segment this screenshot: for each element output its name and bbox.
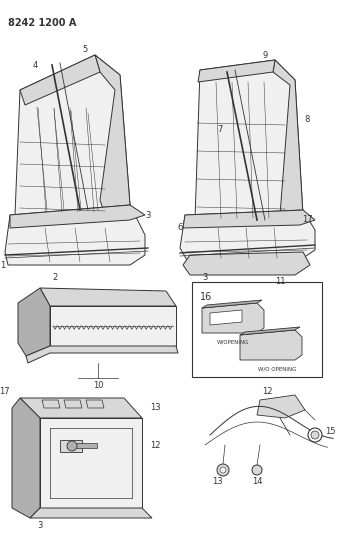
Bar: [192, 282, 322, 377]
Circle shape: [217, 464, 229, 476]
Polygon shape: [67, 443, 97, 448]
Text: 16: 16: [200, 292, 212, 302]
Polygon shape: [20, 55, 100, 105]
Text: 9: 9: [262, 51, 268, 60]
Text: 3: 3: [145, 211, 151, 220]
Polygon shape: [198, 60, 275, 82]
Polygon shape: [202, 300, 262, 308]
Text: 10: 10: [93, 382, 103, 391]
Polygon shape: [5, 205, 145, 265]
Polygon shape: [12, 398, 40, 518]
Text: 12: 12: [150, 441, 160, 450]
Polygon shape: [183, 252, 310, 275]
Polygon shape: [210, 310, 242, 325]
Text: W/OPENING: W/OPENING: [217, 340, 249, 344]
Text: 4: 4: [32, 61, 38, 69]
Polygon shape: [86, 400, 104, 408]
Text: 13: 13: [212, 478, 222, 487]
Polygon shape: [18, 288, 50, 356]
Circle shape: [311, 431, 319, 439]
Text: 14: 14: [252, 478, 262, 487]
Polygon shape: [26, 346, 178, 363]
Text: 3: 3: [37, 521, 43, 529]
Text: 8242 1200 A: 8242 1200 A: [8, 18, 76, 28]
Polygon shape: [240, 330, 302, 360]
Circle shape: [220, 467, 226, 473]
Polygon shape: [195, 60, 303, 225]
Polygon shape: [40, 288, 176, 306]
Polygon shape: [95, 55, 130, 215]
Polygon shape: [183, 210, 315, 228]
Polygon shape: [40, 418, 142, 508]
Text: W/O OPENING: W/O OPENING: [258, 367, 296, 372]
Text: 13: 13: [150, 403, 160, 413]
Polygon shape: [60, 440, 82, 452]
Text: 17: 17: [302, 215, 312, 224]
Polygon shape: [20, 398, 142, 418]
Text: 5: 5: [82, 45, 88, 54]
Text: 15: 15: [325, 427, 336, 437]
Circle shape: [67, 441, 77, 451]
Text: 2: 2: [52, 273, 57, 282]
Text: 8: 8: [304, 116, 310, 125]
Circle shape: [308, 428, 322, 442]
Polygon shape: [240, 327, 300, 335]
Polygon shape: [30, 508, 152, 518]
Text: 11: 11: [275, 278, 285, 287]
Polygon shape: [42, 400, 60, 408]
Text: 3: 3: [202, 273, 208, 282]
Circle shape: [252, 465, 262, 475]
Polygon shape: [273, 60, 303, 225]
Polygon shape: [10, 205, 145, 228]
Text: 12: 12: [262, 387, 272, 397]
Text: 17: 17: [0, 387, 10, 397]
Polygon shape: [257, 395, 305, 418]
Polygon shape: [64, 400, 82, 408]
Polygon shape: [202, 303, 264, 333]
Polygon shape: [50, 306, 176, 346]
Polygon shape: [180, 210, 315, 260]
Text: 7: 7: [217, 125, 223, 134]
Text: 1: 1: [0, 261, 6, 270]
Polygon shape: [15, 55, 130, 215]
Text: 6: 6: [177, 223, 183, 232]
